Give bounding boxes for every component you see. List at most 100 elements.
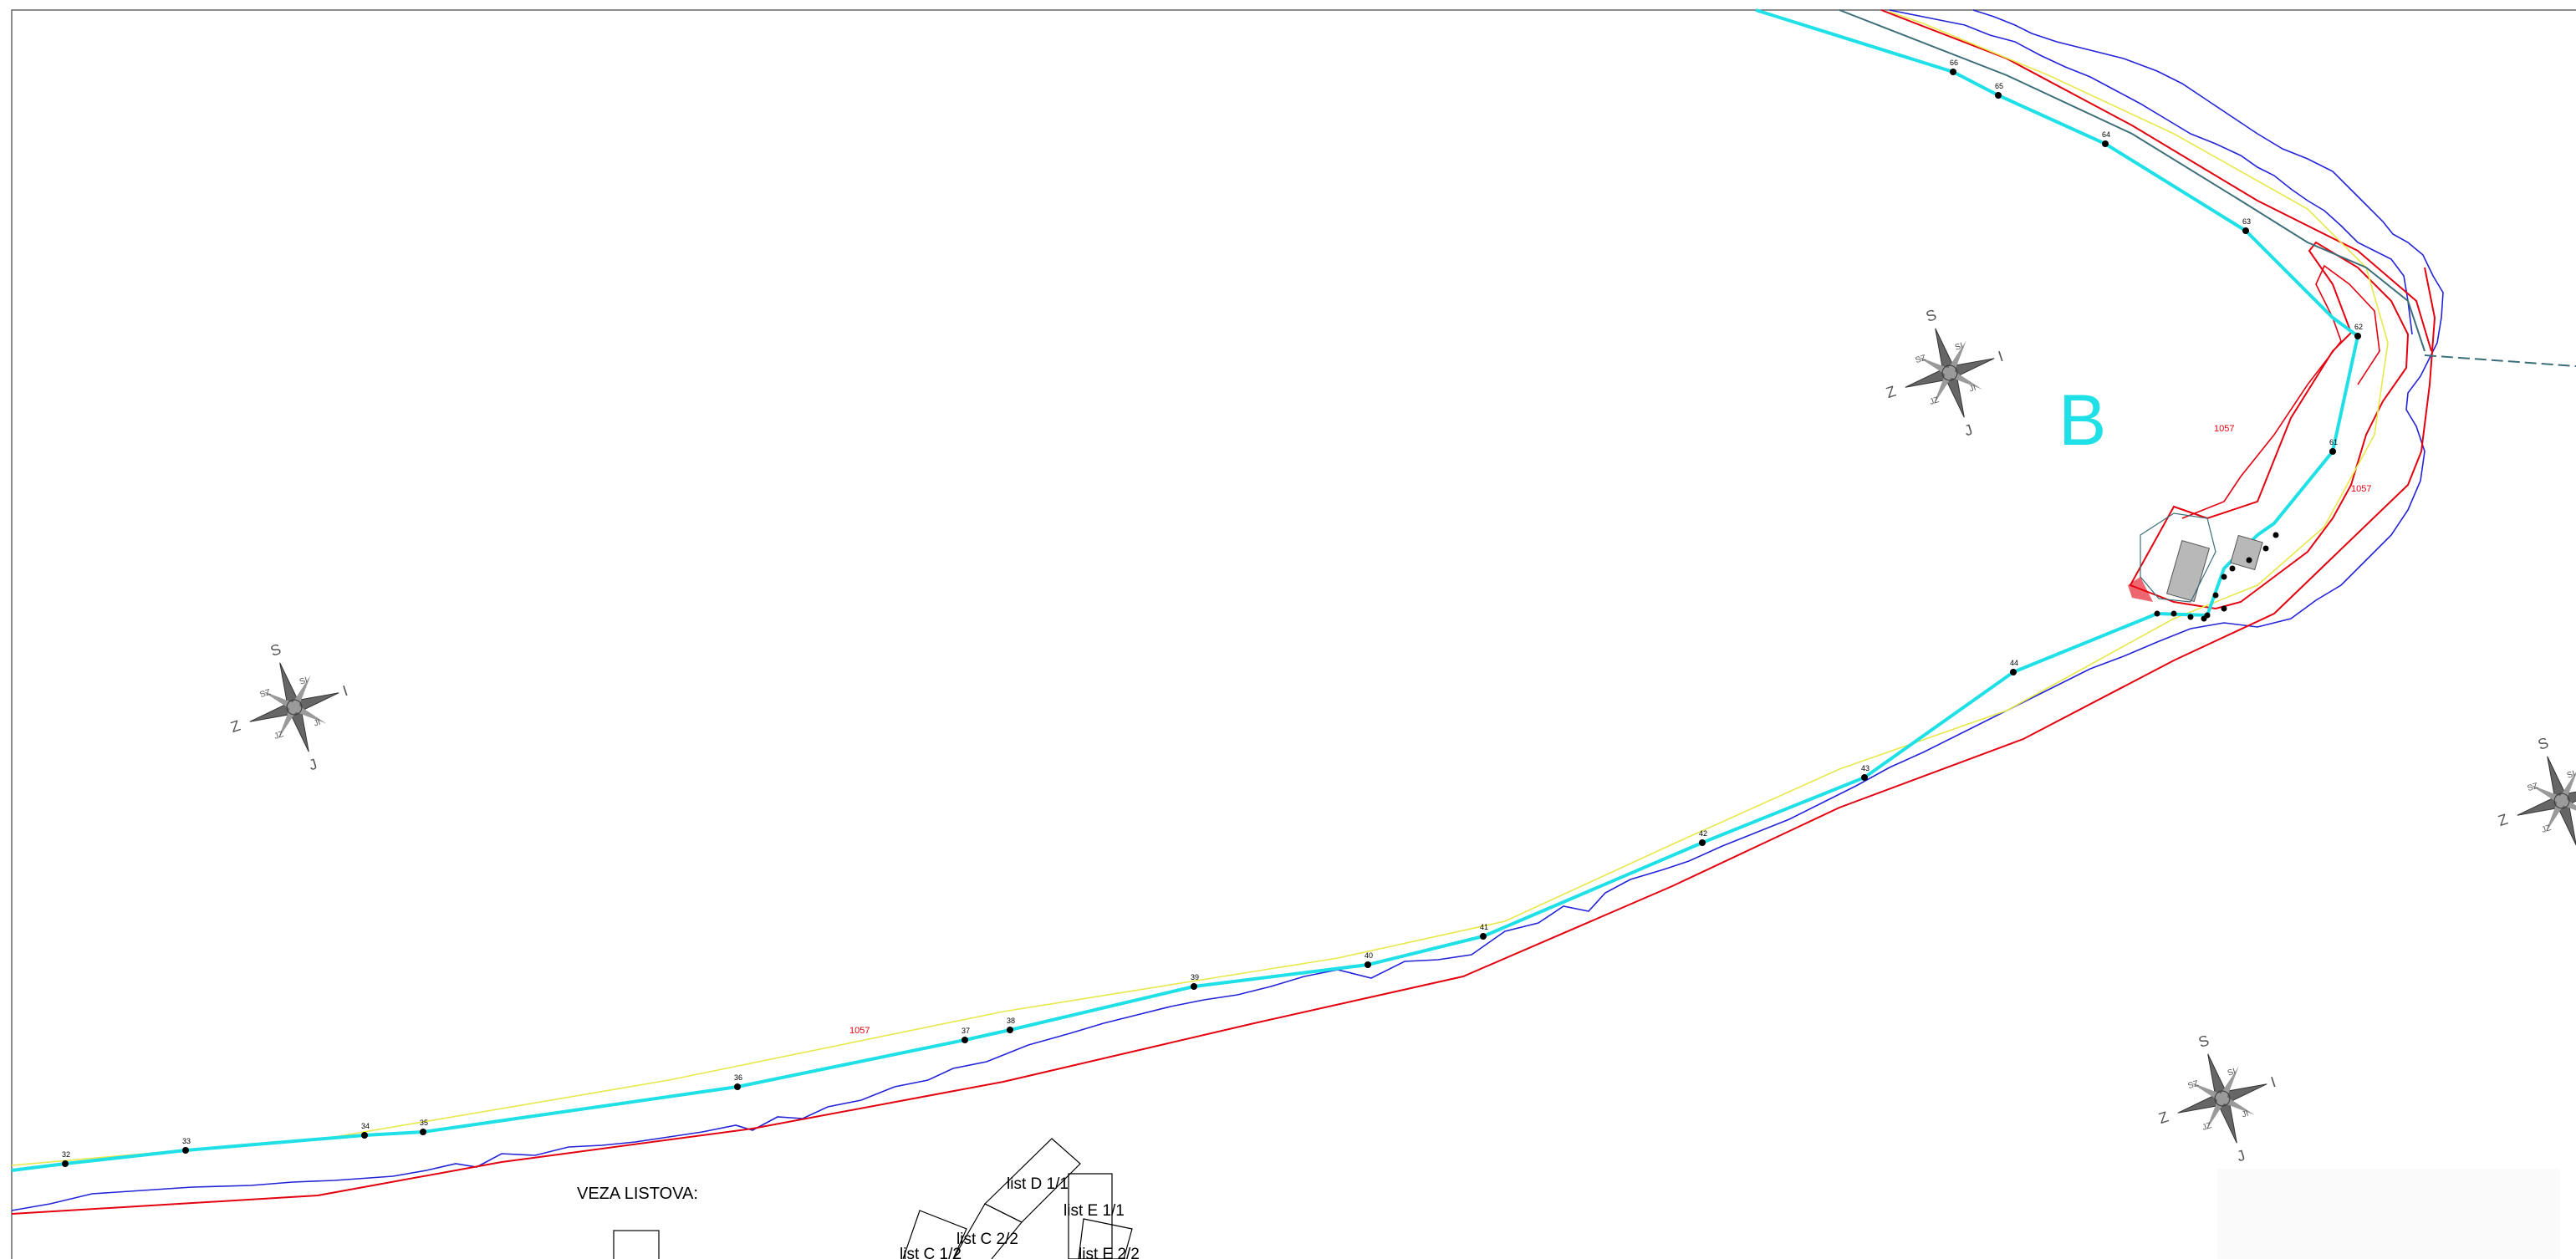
boundary-line-north (1880, 9, 2432, 352)
road-edge-line (1839, 9, 2426, 352)
survey-point[interactable] (2272, 532, 2279, 538)
compass-label: JI (2241, 1109, 2250, 1120)
sheet-index: VEZA LISTOVA: list C 1/2 list C 2/2 list… (577, 1138, 1140, 1259)
survey-point[interactable] (2221, 605, 2227, 612)
sheet-outline (983, 1138, 1081, 1223)
sheet-label: list E 1/1 (1064, 1202, 1125, 1220)
survey-point[interactable] (1995, 92, 2002, 99)
parcel-label: 1057 (2214, 424, 2234, 434)
sheet-list-e-2-2[interactable]: list E 2/2 (1078, 1218, 1140, 1259)
survey-point-label: 35 (420, 1119, 428, 1127)
compass-secondary-icon (262, 675, 327, 740)
sheet-list-c-1-2[interactable]: list C 1/2 (900, 1210, 967, 1259)
compass-label: JZ (273, 730, 285, 742)
survey-point[interactable] (1007, 1027, 1013, 1033)
survey-point[interactable] (2354, 333, 2361, 339)
compass-label: J (1962, 421, 1975, 440)
survey-point[interactable] (1950, 69, 1956, 75)
map-frame (11, 9, 2576, 1259)
boundary-parcel-outline (2129, 241, 2410, 610)
compass-label: S (2196, 1032, 2211, 1051)
offset-line (11, 11, 2389, 1166)
survey-point-label: 40 (1365, 951, 1373, 960)
survey-point-label: 43 (1861, 764, 1870, 772)
compass-label: JZ (1929, 395, 1941, 407)
compass-label: SI (1954, 341, 1964, 352)
compass-ring-icon (286, 699, 303, 716)
title-block (2217, 1169, 2560, 1259)
survey-point[interactable] (2329, 448, 2336, 455)
building-plot[interactable] (2140, 512, 2216, 603)
compass-label: S (2536, 734, 2551, 753)
survey-point[interactable] (1480, 933, 1487, 940)
survey-point-label: 38 (1007, 1017, 1015, 1025)
survey-point-label: 34 (361, 1122, 370, 1130)
compass-label: JI (1968, 384, 1977, 395)
survey-point[interactable] (361, 1132, 368, 1139)
survey-point[interactable] (2221, 573, 2227, 580)
parcel-label: 1057 (849, 1026, 870, 1036)
compass-label: S (268, 640, 283, 660)
compass-ring-icon (2553, 793, 2570, 809)
compass-label: Z (228, 717, 242, 736)
survey-point[interactable] (182, 1147, 189, 1154)
survey-point[interactable] (2262, 545, 2269, 552)
sheet-outline (1078, 1218, 1133, 1259)
survey-point-label: 64 (2102, 130, 2110, 139)
survey-point[interactable] (62, 1160, 69, 1167)
survey-point[interactable] (2102, 140, 2109, 147)
shoreline-north (1889, 9, 2413, 335)
compass-label: SZ (259, 688, 273, 700)
survey-point[interactable] (962, 1037, 968, 1043)
survey-point-label: 39 (1191, 973, 1199, 981)
compass-label: JZ (2541, 823, 2553, 835)
sheet-list-c-2-2[interactable]: list C 2/2 (952, 1203, 1023, 1259)
survey-point[interactable] (2246, 557, 2252, 563)
boundary-line-south (11, 267, 2436, 1215)
survey-point[interactable] (1699, 839, 1706, 846)
survey-point[interactable] (420, 1129, 426, 1135)
sheet-list-e-1-1[interactable]: list E 1/1 (1064, 1173, 1125, 1259)
sheet-label: list C 1/2 (900, 1246, 962, 1259)
survey-point[interactable] (2170, 610, 2177, 617)
sheet-label: list D 1/1 (1007, 1175, 1069, 1193)
road-dashed-line (2424, 354, 2576, 367)
building[interactable] (2165, 539, 2211, 603)
survey-point[interactable] (2242, 227, 2249, 234)
survey-point-label: 65 (1995, 82, 2003, 90)
compass-label: JZ (2201, 1121, 2213, 1133)
survey-point[interactable] (2010, 669, 2017, 675)
survey-point[interactable] (2201, 615, 2207, 622)
sheet-outline-current[interactable] (613, 1230, 660, 1259)
survey-point-label: 41 (1480, 923, 1488, 931)
compass-label: J (2235, 1147, 2247, 1165)
compass-label: Z (1884, 383, 1898, 401)
building-wall (2128, 577, 2153, 602)
building[interactable] (2230, 534, 2263, 571)
survey-point[interactable] (2229, 565, 2236, 572)
survey-point[interactable] (2187, 614, 2194, 620)
sheet-list-d-1-1[interactable]: list D 1/1 (983, 1138, 1081, 1223)
survey-point[interactable] (1861, 774, 1868, 781)
sheet-outline (902, 1210, 967, 1259)
buildings (2128, 512, 2263, 603)
survey-point[interactable] (2212, 592, 2219, 599)
compass-label: SZ (2187, 1079, 2201, 1091)
compass-label: J (307, 756, 319, 774)
compass-label: I (2268, 1073, 2278, 1091)
survey-point-label: 32 (62, 1150, 70, 1159)
survey-point-label: 62 (2354, 323, 2363, 331)
survey-point[interactable] (1191, 983, 1197, 990)
compass-label: I (340, 682, 349, 700)
survey-point[interactable] (2154, 610, 2160, 617)
compass-label: I (1996, 348, 2005, 365)
survey-point[interactable] (1365, 961, 1371, 968)
survey-point[interactable] (734, 1083, 741, 1090)
survey-point-label: 63 (2242, 217, 2251, 226)
compass-roses: SJZISZSIJZJISJZISZSIJZJISJZISZSIJZJISJZI… (228, 306, 2576, 1165)
compass-secondary-icon (2529, 768, 2576, 833)
